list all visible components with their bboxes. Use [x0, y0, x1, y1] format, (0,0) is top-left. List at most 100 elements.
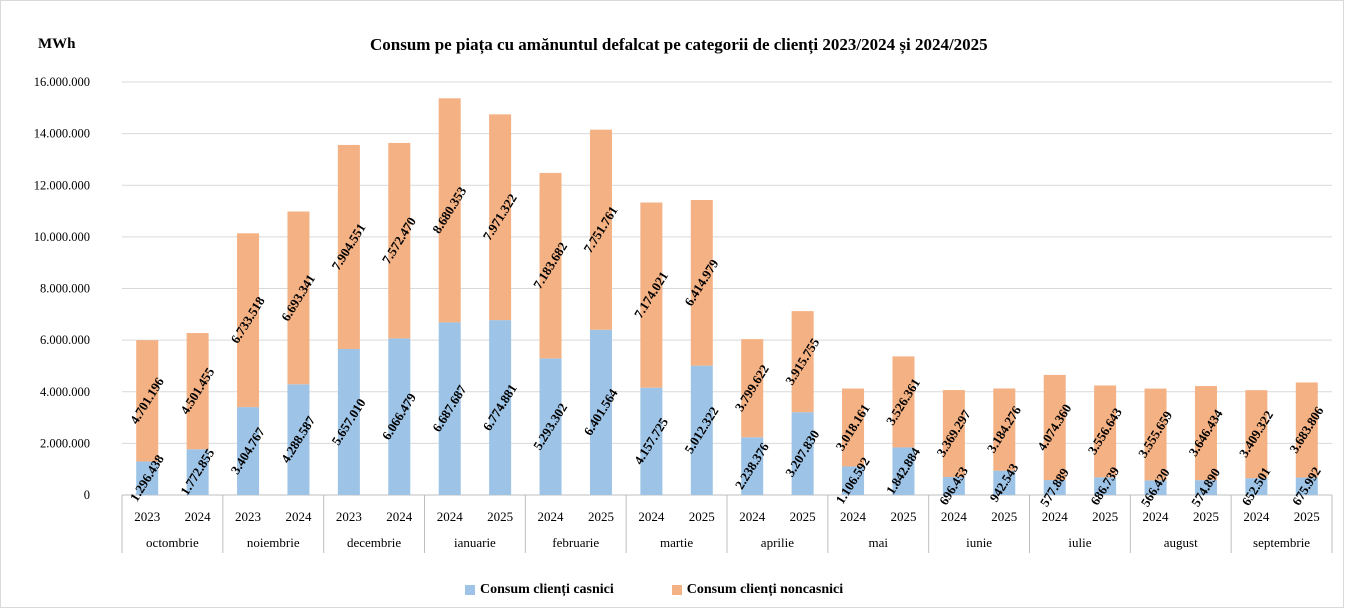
y-tick-label: 4.000.000	[40, 385, 90, 399]
bar-casnici	[589, 329, 612, 495]
legend-swatch-casnici	[465, 585, 475, 595]
y-tick-label: 6.000.000	[40, 333, 90, 347]
y-tick-label: 8.000.000	[40, 282, 90, 296]
bar-casnici	[1194, 480, 1217, 495]
bar-casnici	[388, 338, 411, 495]
x-tick-year: 2024	[185, 509, 212, 524]
x-tick-year: 2025	[588, 509, 614, 524]
bar-noncasnici	[1245, 390, 1268, 479]
x-tick-month: noiembrie	[247, 535, 300, 550]
bar-noncasnici	[993, 388, 1016, 471]
bar-noncasnici	[640, 202, 663, 388]
bar-casnici	[1043, 480, 1066, 495]
bar-casnici	[186, 449, 209, 495]
x-tick-year: 2024	[437, 509, 464, 524]
y-tick-label: 16.000.000	[34, 75, 90, 89]
bar-noncasnici	[589, 129, 612, 330]
bar-casnici	[942, 477, 965, 495]
x-tick-year: 2024	[739, 509, 766, 524]
x-tick-year: 2024	[386, 509, 413, 524]
bar-noncasnici	[489, 114, 512, 321]
legend-item-casnici: Consum clienți casnici	[465, 582, 614, 598]
bar-casnici	[993, 470, 1016, 495]
y-tick-label: 2.000.000	[40, 436, 90, 450]
x-tick-month: iunie	[966, 535, 992, 550]
bar-noncasnici	[287, 211, 310, 385]
y-tick-label: 10.000.000	[34, 230, 90, 244]
y-tick-label: 14.000.000	[34, 127, 90, 141]
bar-casnici	[640, 387, 663, 495]
x-tick-month: martie	[660, 535, 693, 550]
x-tick-year: 2024	[1243, 509, 1270, 524]
unit-label: MWh	[38, 36, 76, 52]
bar-noncasnici	[237, 233, 260, 408]
data-label-casnici: 577.889	[1037, 465, 1072, 509]
x-tick-year: 2025	[1294, 509, 1320, 524]
data-label-casnici: 675.992	[1289, 464, 1324, 508]
bar-casnici	[1094, 477, 1117, 495]
x-tick-year: 2025	[991, 509, 1017, 524]
y-tick-label: 0	[84, 488, 90, 502]
x-tick-year: 2023	[134, 509, 160, 524]
bar-casnici	[1245, 478, 1268, 495]
bar-casnici	[287, 384, 310, 495]
x-tick-year: 2025	[689, 509, 715, 524]
x-tick-year: 2024	[840, 509, 867, 524]
bar-casnici	[438, 322, 461, 495]
data-label-casnici: 574.890	[1188, 465, 1223, 509]
bar-casnici	[489, 320, 512, 495]
x-tick-month: ianuarie	[454, 535, 496, 550]
data-label-casnici: 566.420	[1138, 466, 1173, 510]
x-tick-year: 2024	[1042, 509, 1069, 524]
data-label-casnici: 652.501	[1238, 464, 1273, 508]
bar-casnici	[791, 412, 814, 495]
bar-casnici	[237, 407, 260, 495]
bar-noncasnici	[942, 390, 965, 478]
legend-swatch-noncasnici	[671, 585, 682, 595]
x-tick-month: septembrie	[1253, 535, 1310, 550]
legend-item-noncasnici: Consum clienți noncasnici	[671, 582, 844, 598]
bar-casnici	[1144, 480, 1167, 495]
bar-noncasnici	[1295, 382, 1318, 478]
bar-noncasnici	[892, 356, 915, 448]
bar-noncasnici	[539, 172, 562, 359]
x-tick-year: 2024	[941, 509, 968, 524]
x-tick-year: 2023	[336, 509, 362, 524]
data-label-casnici: 686.739	[1087, 464, 1122, 508]
x-tick-year: 2024	[638, 509, 665, 524]
bar-casnici	[842, 466, 865, 495]
chart-title: Consum pe piața cu amănuntul defalcat pe…	[370, 35, 988, 54]
bar-noncasnici	[337, 144, 360, 349]
x-tick-year: 2025	[890, 509, 916, 524]
data-label-casnici: 696.453	[936, 463, 971, 507]
x-tick-year: 2024	[538, 509, 565, 524]
x-tick-year: 2024	[285, 509, 312, 524]
x-tick-month: mai	[869, 535, 889, 550]
bar-noncasnici	[842, 388, 865, 467]
bar-casnici	[539, 358, 562, 495]
bar-noncasnici	[1144, 388, 1167, 481]
x-tick-year: 2024	[1143, 509, 1170, 524]
x-tick-month: iulie	[1068, 535, 1091, 550]
x-tick-month: octombrie	[146, 535, 199, 550]
bar-noncasnici	[741, 339, 764, 438]
x-tick-month: februarie	[552, 535, 599, 550]
y-tick-label: 12.000.000	[34, 178, 90, 192]
x-tick-month: august	[1164, 535, 1198, 550]
bar-noncasnici	[791, 311, 814, 413]
bar-casnici	[337, 348, 360, 495]
bar-noncasnici	[388, 142, 411, 339]
x-tick-month: decembrie	[347, 535, 401, 550]
bar-casnici	[741, 437, 764, 495]
bar-casnici	[690, 365, 713, 495]
x-tick-year: 2025	[1092, 509, 1118, 524]
bar-casnici	[1295, 477, 1318, 495]
bar-noncasnici	[690, 200, 713, 366]
legend-label-casnici: Consum clienți casnici	[480, 582, 614, 597]
legend-label-noncasnici: Consum clienți noncasnici	[686, 582, 844, 597]
bar-noncasnici	[136, 340, 159, 462]
bar-casnici	[136, 461, 159, 495]
x-tick-year: 2025	[487, 509, 513, 524]
